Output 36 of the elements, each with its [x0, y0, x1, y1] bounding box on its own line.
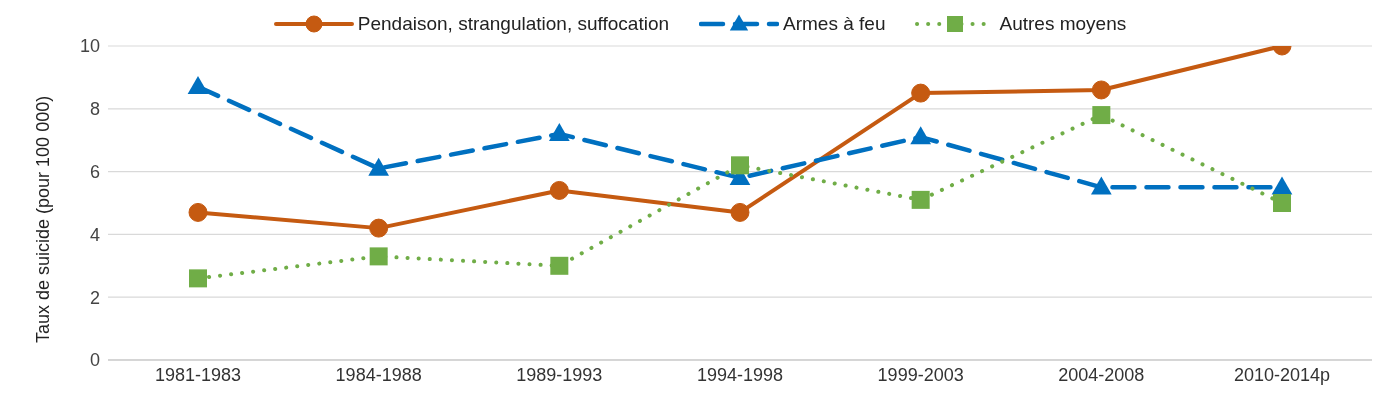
legend-label: Armes à feu — [783, 13, 886, 35]
y-tick-label: 4 — [89, 224, 100, 245]
y-tick-label: 0 — [89, 350, 100, 371]
point — [1271, 176, 1293, 195]
x-tick-label: 1989-1993 — [516, 364, 603, 385]
point — [548, 123, 570, 142]
y-tick-label: 2 — [89, 287, 100, 308]
x-tick-label: 1994-1998 — [696, 364, 784, 385]
x-tick-label: 2010-2014p — [1233, 364, 1331, 385]
x-tick-label: 1999-2003 — [877, 364, 964, 385]
point — [731, 156, 749, 175]
y-tick-label: 8 — [89, 99, 100, 120]
point — [911, 83, 931, 103]
x-tick-label: 1981-1983 — [154, 364, 242, 385]
point — [187, 76, 209, 95]
x-tick-label: 1984-1988 — [335, 364, 422, 385]
point — [369, 247, 388, 266]
y-tick-label: 10 — [79, 36, 100, 57]
y-axis-title: Taux de suicide (pour 100 000) — [33, 95, 54, 343]
point — [549, 180, 569, 200]
point — [550, 256, 569, 275]
point — [910, 126, 932, 145]
legend-label: Pendaison, strangulation, suffocation — [357, 13, 670, 35]
point — [911, 190, 930, 209]
legend-label: Autres moyens — [999, 13, 1127, 35]
x-tick-label: 2004-2008 — [1058, 364, 1145, 385]
point — [1092, 106, 1111, 125]
point — [730, 202, 750, 222]
point — [1273, 194, 1291, 212]
point — [368, 157, 390, 176]
point — [1091, 80, 1111, 100]
point — [188, 202, 208, 222]
point — [189, 269, 207, 288]
point — [369, 218, 389, 238]
y-tick-label: 6 — [89, 161, 100, 182]
point — [1090, 176, 1112, 195]
